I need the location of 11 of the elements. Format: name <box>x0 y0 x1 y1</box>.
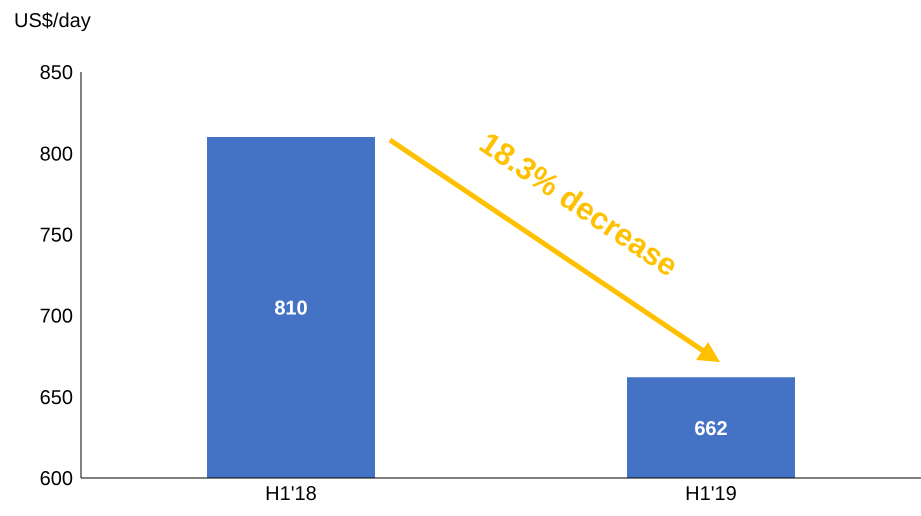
y-tick-label: 650 <box>40 386 73 409</box>
x-tick-label: H1'19 <box>685 483 737 506</box>
data-label: 810 <box>274 298 308 320</box>
y-tick-label: 800 <box>40 143 73 166</box>
y-tick-label: 850 <box>40 62 73 84</box>
y-tick-label: 750 <box>40 224 73 246</box>
y-axis-title: US$/day <box>14 10 91 33</box>
y-tick-label: 700 <box>40 306 73 328</box>
data-label: 662 <box>694 418 728 440</box>
x-tick-label: H1'18 <box>265 483 317 506</box>
y-tick-label: 600 <box>40 468 73 490</box>
